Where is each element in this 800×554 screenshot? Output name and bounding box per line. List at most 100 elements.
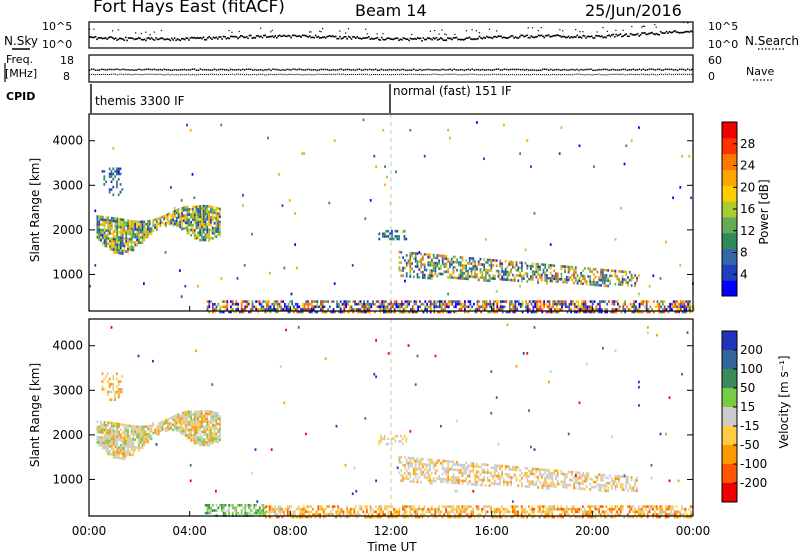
data-cell [193, 418, 196, 422]
data-cell [273, 300, 275, 303]
data-cell [414, 513, 417, 516]
freq-point [403, 68, 405, 71]
data-cell [123, 452, 126, 455]
data-cell [262, 509, 265, 512]
data-cell [600, 271, 602, 274]
nsky-point [201, 37, 203, 40]
data-cell [132, 451, 135, 454]
data-cell [208, 233, 210, 237]
data-cell [211, 442, 214, 445]
data-cell [355, 513, 357, 516]
data-cell [156, 433, 158, 436]
data-cell [375, 165, 377, 168]
data-cell [618, 480, 620, 483]
data-cell [116, 170, 118, 173]
data-cell [490, 482, 493, 485]
data-cell [168, 220, 171, 223]
nsky-point [370, 37, 373, 40]
data-cell [110, 434, 113, 438]
data-cell [208, 231, 210, 234]
data-cell [556, 275, 559, 278]
nsearch-point [631, 26, 633, 28]
data-cell [450, 476, 453, 479]
data-cell [147, 222, 149, 226]
data-cell [112, 422, 115, 425]
freq-point [624, 68, 626, 71]
nave-point [501, 74, 503, 76]
data-cell [197, 234, 200, 237]
data-cell [510, 308, 513, 311]
data-cell [434, 479, 437, 483]
data-cell [443, 470, 446, 473]
data-cell [497, 477, 500, 481]
data-cell [483, 300, 486, 303]
data-cell [361, 310, 364, 314]
data-cell [188, 213, 191, 216]
data-cell [414, 252, 417, 255]
data-cell [431, 258, 433, 262]
nsky-point [317, 35, 320, 38]
nsky-point [599, 35, 602, 38]
data-cell [138, 443, 140, 447]
data-cell [127, 434, 129, 438]
freq-point [540, 69, 542, 71]
data-cell [211, 434, 214, 437]
data-cell [469, 300, 472, 303]
data-cell [105, 218, 108, 222]
data-cell [311, 300, 313, 303]
data-cell [186, 218, 189, 222]
data-cell [107, 242, 110, 245]
data-cell [490, 261, 493, 265]
nsky-point [504, 37, 507, 39]
data-cell [118, 223, 120, 226]
data-cell [363, 300, 365, 303]
data-cell [168, 212, 171, 215]
data-cell [565, 486, 568, 489]
data-cell [123, 231, 126, 235]
data-cell [503, 300, 506, 303]
data-cell [449, 263, 451, 266]
data-cell [616, 482, 619, 486]
data-cell [139, 225, 142, 229]
data-cell [270, 515, 273, 519]
data-cell [445, 254, 448, 258]
data-cell [560, 472, 563, 476]
data-cell [601, 271, 604, 274]
data-cell [391, 505, 393, 508]
data-cell [309, 308, 311, 311]
nsky-point [488, 36, 491, 39]
data-cell [303, 513, 305, 516]
data-cell [339, 515, 341, 519]
data-cell [143, 230, 146, 234]
nave-point [129, 73, 131, 75]
data-cell [683, 302, 686, 306]
data-cell [546, 305, 549, 309]
data-cell [416, 273, 419, 276]
data-cell [384, 513, 386, 516]
data-cell [202, 215, 205, 218]
data-cell [535, 270, 538, 274]
data-cell [212, 509, 214, 512]
data-cell [257, 509, 259, 512]
data-cell [596, 478, 599, 481]
nsky-point [235, 36, 238, 38]
data-cell [447, 302, 450, 306]
data-cell [616, 485, 619, 488]
data-cell [528, 482, 530, 486]
data-cell [188, 221, 191, 224]
data-cell [359, 300, 362, 303]
nsky-point [608, 34, 610, 36]
data-cell [139, 231, 142, 234]
data-cell [279, 513, 282, 516]
data-cell [440, 272, 442, 276]
freq-point [290, 69, 292, 71]
data-cell [497, 269, 500, 273]
data-cell [132, 443, 135, 446]
data-cell [320, 300, 322, 303]
data-cell [433, 300, 436, 303]
data-cell [322, 510, 325, 514]
data-cell [181, 225, 183, 228]
data-cell [630, 486, 633, 490]
data-cell [244, 300, 247, 303]
data-cell [490, 277, 493, 280]
